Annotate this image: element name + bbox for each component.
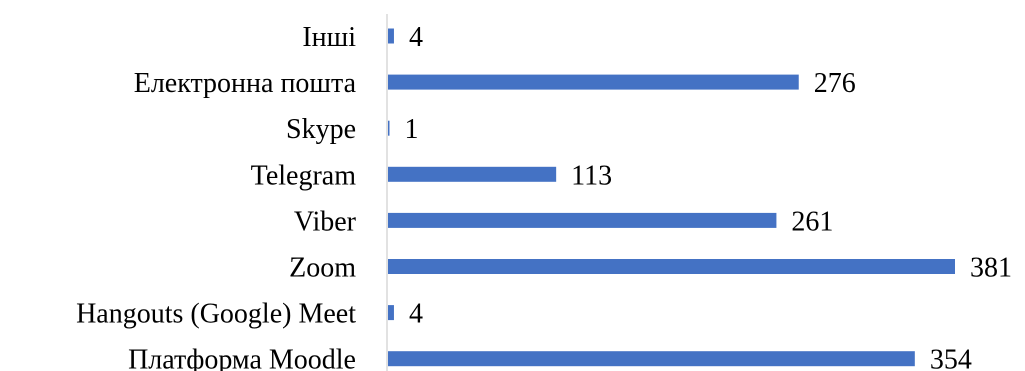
- category-label: Zoom: [289, 253, 356, 284]
- bar: [388, 212, 777, 228]
- data-label: 4: [409, 299, 423, 330]
- data-label: 113: [571, 160, 612, 191]
- category-label: Telegram: [251, 160, 357, 191]
- category-label: Платформа Moodle: [128, 345, 356, 371]
- bar: [388, 351, 915, 367]
- data-label: 261: [791, 206, 833, 237]
- bar: [388, 74, 799, 90]
- category-labels-group: Інші Електронна пошта Skype Telegram Viber Zo…: [76, 22, 357, 371]
- bar: [388, 28, 394, 44]
- data-label: 354: [930, 345, 972, 371]
- data-label: 1: [405, 114, 419, 145]
- category-label: Hangouts (Google) Meet: [76, 299, 356, 330]
- category-label: Інші: [302, 22, 356, 53]
- data-labels-group: 4 276 1 113 261 381 4 354: [405, 22, 1013, 371]
- category-label: Електронна пошта: [134, 68, 357, 99]
- data-label: 4: [409, 22, 423, 53]
- bar: [388, 166, 557, 182]
- data-label: 381: [970, 253, 1012, 284]
- bar: [388, 305, 394, 321]
- bars-group: [388, 28, 955, 367]
- data-label: 276: [814, 68, 856, 99]
- category-label: Skype: [286, 114, 356, 145]
- bar: [388, 259, 955, 274]
- category-label: Viber: [294, 206, 357, 237]
- bar: [388, 120, 390, 136]
